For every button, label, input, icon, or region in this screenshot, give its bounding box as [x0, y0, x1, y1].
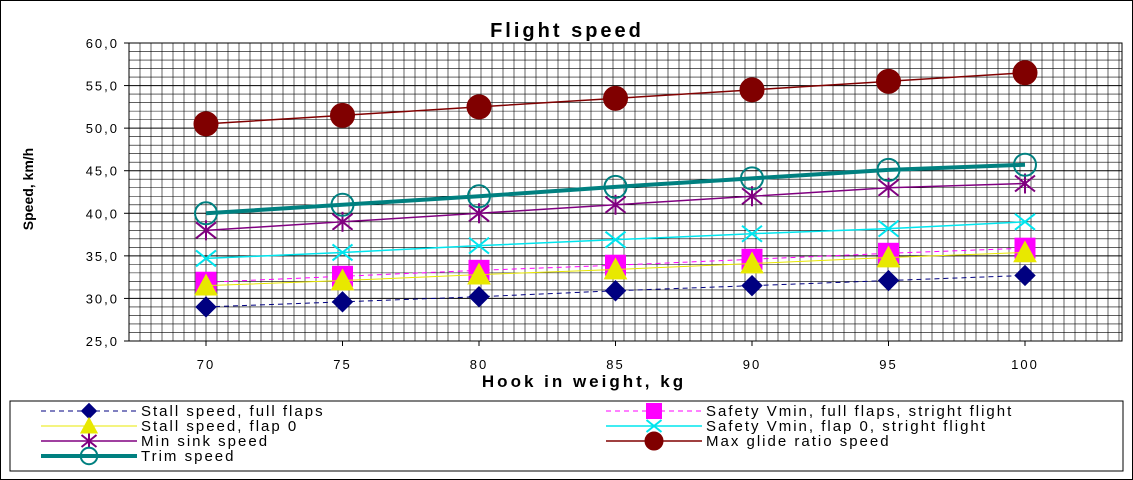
y-tick-label: 25,0: [86, 334, 119, 349]
data-point: [193, 111, 219, 137]
data-point: [1012, 60, 1038, 86]
data-point: [1014, 264, 1036, 287]
data-point: [330, 268, 355, 291]
x-tick-label: 95: [879, 357, 897, 372]
y-tick-label: 35,0: [86, 249, 119, 264]
data-point: [194, 273, 218, 296]
x-tick-label: 100: [1011, 357, 1039, 372]
legend-box: [9, 400, 1124, 472]
data-point: [1013, 152, 1037, 177]
y-tick-label: 40,0: [86, 206, 119, 221]
data-point: [468, 236, 490, 255]
legend-item: Max glide ratio speed: [606, 431, 891, 451]
legend-item: Min sink speed: [41, 433, 269, 450]
data-point: [195, 296, 217, 318]
y-tick-label: 60,0: [86, 36, 119, 51]
data-point: [331, 243, 354, 262]
data-point: [603, 85, 628, 111]
x-tick-label: 70: [197, 357, 215, 372]
y-axis-label: Speed, km/h: [20, 148, 36, 230]
data-point: [877, 269, 900, 292]
data-point: [466, 94, 492, 120]
y-tick-label: 45,0: [86, 164, 119, 179]
data-point: [467, 184, 491, 209]
data-point: [1014, 213, 1036, 231]
data-point: [739, 77, 765, 103]
plot-border: [128, 42, 1123, 342]
legend-item: Stall speed, flap 0: [41, 416, 298, 435]
data-point: [876, 245, 901, 268]
data-point: [603, 257, 628, 280]
legend-label: Safety Vmin, flap 0, stright flight: [706, 418, 987, 435]
series-7: [194, 152, 1037, 226]
series-line: [205, 162, 1026, 216]
x-tick-label: 75: [333, 357, 351, 372]
legend-marker: [80, 433, 98, 449]
legend-label: Max glide ratio speed: [706, 433, 891, 450]
series-1: [195, 264, 1036, 318]
legend-item: Safety Vmin, full flaps, stright flight: [606, 403, 1013, 420]
data-point: [741, 274, 763, 297]
data-point: [876, 157, 901, 182]
x-axis-label: Hook in weight, kg: [482, 372, 686, 391]
legend-marker: [646, 403, 662, 419]
series-5: [195, 173, 1036, 241]
y-tick-label: 30,0: [86, 291, 119, 306]
legend-item: Trim speed: [41, 446, 235, 466]
data-point: [330, 102, 355, 128]
data-point: [467, 262, 491, 285]
data-point: [330, 192, 355, 217]
data-point: [877, 219, 900, 238]
data-point: [876, 68, 901, 94]
series-3: [194, 240, 1037, 296]
legend-label: Stall speed, flap 0: [141, 418, 298, 435]
legend-marker: [644, 431, 664, 451]
series-4: [195, 213, 1036, 268]
y-tick-label: 55,0: [86, 79, 119, 94]
legend-label: Stall speed, full flaps: [141, 403, 325, 420]
legend-label: Min sink speed: [141, 433, 269, 450]
series-6: [193, 60, 1038, 137]
data-point: [740, 251, 764, 274]
series-layer: [193, 60, 1038, 318]
axes: 60,0 55,0 50,0 45,0 40,0 35,0 30,0 25,0 70 75 80 85…: [86, 36, 1123, 372]
data-point: [331, 291, 354, 313]
legend-item: Stall speed, full flaps: [41, 402, 325, 420]
data-point: [195, 249, 217, 268]
data-point: [468, 286, 490, 308]
chart-title: Flight speed: [490, 20, 644, 42]
data-point: [603, 174, 628, 199]
legend-marker: [79, 416, 99, 434]
x-tick-label: 90: [743, 357, 761, 372]
data-point: [604, 230, 627, 249]
legend-label: Safety Vmin, full flaps, stright flight: [706, 403, 1013, 420]
legend: Stall speed, full flaps Safety Vmin, full…: [41, 402, 1013, 466]
data-point: [741, 224, 763, 243]
data-point: [1013, 240, 1037, 263]
data-point: [740, 166, 764, 191]
data-point: [194, 201, 218, 226]
data-point: [604, 280, 627, 302]
legend-marker: [79, 446, 99, 466]
x-tick-label: 85: [606, 357, 624, 372]
legend-marker: [645, 419, 663, 433]
y-tick-label: 50,0: [86, 121, 119, 136]
legend-label: Trim speed: [141, 448, 235, 465]
legend-item: Safety Vmin, flap 0, stright flight: [606, 418, 987, 435]
x-tick-label: 80: [470, 357, 488, 372]
data-point: [1014, 173, 1036, 194]
